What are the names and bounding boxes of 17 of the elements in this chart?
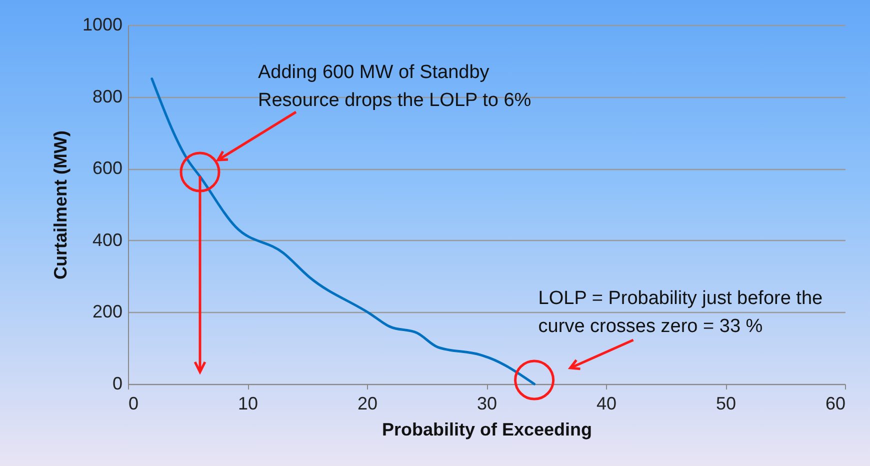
y-tick-label: 800 [92, 86, 122, 106]
x-tick-label: 40 [596, 394, 617, 414]
y-tick-label: 1000 [82, 14, 122, 34]
x-axis-title: Probability of Exceeding [382, 420, 592, 440]
x-tick-label: 10 [238, 394, 258, 414]
x-tick-label: 0 [128, 394, 139, 414]
y-tick-label: 0 [112, 374, 122, 394]
y-tick-label: 600 [92, 158, 122, 178]
x-tick-label: 20 [357, 394, 378, 414]
y-tick-label: 400 [92, 230, 122, 250]
x-tick-label: 30 [476, 394, 498, 414]
x-tick-label: 50 [716, 394, 736, 414]
x-tick-label: 60 [825, 394, 846, 414]
annotation: Adding 600 MW of Standby Resource drops the LOLP to 6% [258, 62, 532, 111]
y-axis-title: Curtailment (MW) [50, 130, 70, 280]
annotation: LOLP = Probability just before the curve crosses zero = 33 % [538, 288, 823, 337]
y-tick-label: 200 [92, 302, 122, 322]
